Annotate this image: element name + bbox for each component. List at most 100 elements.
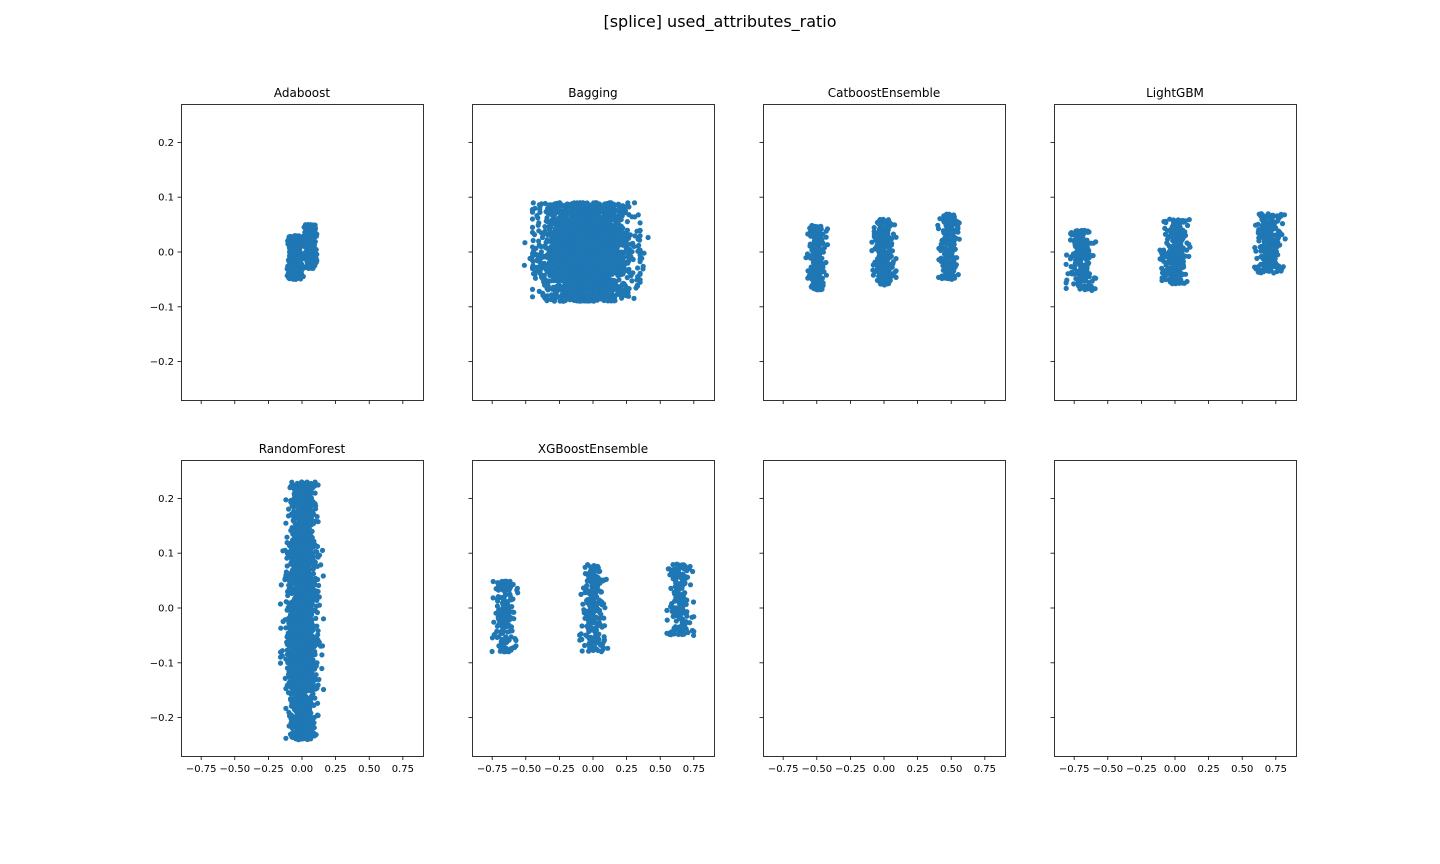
scatter-point: [529, 209, 536, 215]
subplot-title: CatboostEnsemble: [828, 86, 941, 100]
scatter-point: [529, 224, 536, 230]
scatter-point: [529, 294, 536, 300]
axes-frame: [181, 104, 424, 401]
scatter-point: [583, 282, 589, 288]
scatter-point: [631, 200, 638, 206]
scatter-point: [636, 242, 642, 248]
scatter-point: [625, 260, 631, 266]
scatter-point: [594, 200, 600, 206]
scatter-point: [1158, 250, 1165, 256]
scatter-point: [600, 277, 606, 284]
scatter-point: [597, 259, 603, 266]
scatter-point: [875, 243, 881, 249]
scatter-point: [585, 205, 592, 211]
scatter-point: [309, 236, 315, 242]
scatter-point: [588, 283, 594, 289]
scatter-point: [810, 254, 816, 260]
scatter-point: [579, 266, 585, 272]
scatter-point: [882, 263, 888, 269]
scatter-point: [536, 220, 542, 226]
scatter-point: [1069, 271, 1075, 277]
scatter-point: [890, 259, 896, 265]
scatter-point: [941, 229, 947, 235]
scatter-point: [566, 207, 573, 213]
scatter-point: [560, 298, 566, 304]
scatter-point: [1187, 244, 1193, 250]
scatter-point: [554, 284, 560, 290]
scatter-point: [639, 255, 645, 261]
scatter-point: [1073, 228, 1079, 234]
scatter-point: [1064, 252, 1070, 258]
scatter-point: [599, 254, 605, 260]
scatter-point: [637, 220, 643, 226]
scatter-point: [1080, 278, 1087, 284]
scatter-point: [1075, 279, 1081, 285]
scatter-point: [573, 245, 579, 251]
scatter-point: [610, 204, 617, 210]
scatter-point: [1064, 277, 1070, 283]
scatter-point: [1177, 218, 1183, 224]
scatter-point: [568, 239, 574, 245]
scatter-point: [1086, 260, 1092, 266]
scatter-point: [562, 216, 569, 222]
scatter-point: [591, 214, 597, 220]
scatter-point: [612, 294, 618, 300]
scatter-point: [566, 247, 572, 253]
scatter-point: [582, 278, 589, 284]
scatter-point: [882, 230, 888, 236]
scatter-point: [627, 253, 633, 259]
scatter-point: [552, 203, 558, 209]
scatter-point: [1184, 240, 1190, 246]
scatter-point: [1175, 271, 1181, 277]
scatter-point: [1175, 253, 1181, 259]
scatter-point: [619, 295, 625, 301]
scatter-point: [532, 205, 538, 211]
scatter-point: [583, 297, 589, 303]
scatter-point: [544, 215, 550, 221]
scatter-point: [1275, 239, 1281, 245]
scatter-point: [942, 235, 948, 241]
scatter-point: [1082, 227, 1088, 233]
scatter-point: [1063, 261, 1069, 267]
scatter-point: [1279, 221, 1286, 227]
scatter-point: [1163, 220, 1169, 226]
scatter-point: [629, 249, 635, 255]
scatter-point: [596, 205, 602, 211]
scatter-point: [820, 240, 826, 246]
scatter-point: [566, 229, 573, 235]
scatter-point: [304, 239, 310, 246]
scatter-point: [573, 208, 579, 214]
scatter-point: [1067, 256, 1074, 262]
scatter-point: [952, 264, 958, 270]
scatter-point: [952, 221, 958, 227]
scatter-point: [537, 206, 543, 212]
scatter-point: [1166, 248, 1172, 255]
scatter-point: [645, 234, 651, 241]
scatter-point: [624, 219, 631, 225]
scatter-point: [1078, 266, 1084, 272]
scatter-point: [561, 265, 567, 271]
scatter-points: [803, 211, 962, 293]
scatter-point: [814, 224, 820, 230]
subplot-1: Bagging: [468, 86, 715, 404]
scatter-point: [584, 244, 590, 250]
scatter-point: [570, 273, 576, 279]
scatter-point: [572, 265, 578, 271]
scatter-point: [881, 253, 887, 259]
scatter-point: [1071, 281, 1077, 287]
scatter-point: [581, 270, 588, 276]
scatter-point: [531, 232, 538, 238]
scatter-point: [594, 265, 600, 271]
scatter-point: [609, 255, 615, 262]
scatter-point: [305, 223, 311, 230]
y-tick-label: 0.1: [158, 193, 174, 204]
y-tick-label: 0.0: [158, 248, 174, 259]
y-tick-label: 0.2: [158, 138, 174, 149]
scatter-point: [1074, 251, 1080, 257]
scatter-point: [551, 230, 557, 236]
scatter-point: [633, 285, 639, 291]
scatter-point: [549, 286, 555, 292]
scatter-point: [629, 278, 635, 284]
scatter-point: [1259, 226, 1265, 232]
scatter-point: [609, 281, 615, 287]
